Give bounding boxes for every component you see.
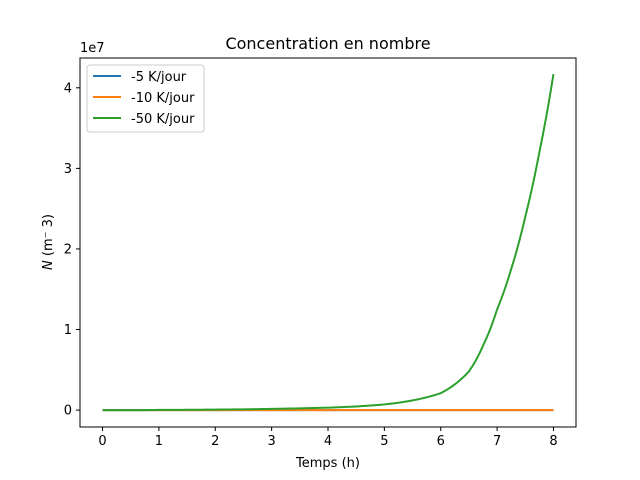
x-tick-label: 8 bbox=[549, 434, 557, 449]
y-axis-ticks: 0 1 2 3 4 bbox=[64, 81, 80, 419]
x-axis-ticks: 0 1 2 3 4 5 6 7 8 bbox=[98, 427, 558, 449]
x-axis-label: Temps (h) bbox=[295, 456, 360, 471]
x-tick-label: 1 bbox=[155, 434, 163, 449]
y-axis-label-symbol: N bbox=[41, 260, 56, 270]
y-tick-label: 4 bbox=[64, 81, 72, 96]
y-axis-label-unit: (m⁻ 3) bbox=[41, 214, 56, 260]
x-tick-label: 0 bbox=[98, 434, 106, 449]
legend-box bbox=[86, 64, 205, 133]
y-tick-label: 1 bbox=[64, 323, 72, 338]
y-tick-label: 0 bbox=[64, 404, 72, 419]
legend: -5 K/jour -10 K/jour -50 K/jour bbox=[86, 64, 205, 133]
legend-label-3: -50 K/jour bbox=[131, 112, 195, 127]
series-layer bbox=[102, 73, 555, 412]
x-tick-label: 7 bbox=[493, 434, 501, 449]
y-tick-label: 3 bbox=[64, 162, 72, 177]
legend-label-1: -5 K/jour bbox=[131, 70, 187, 85]
x-tick-label: 4 bbox=[324, 434, 332, 449]
y-tick-label: 2 bbox=[64, 242, 72, 257]
x-tick-label: 2 bbox=[211, 434, 219, 449]
x-tick-label: 5 bbox=[380, 434, 388, 449]
y-offset-text: 1e7 bbox=[80, 41, 105, 56]
x-tick-label: 3 bbox=[267, 434, 275, 449]
axes-frame bbox=[79, 57, 577, 428]
legend-label-2: -10 K/jour bbox=[131, 91, 195, 106]
series-line-3 bbox=[102, 73, 555, 412]
y-axis-label: N (m⁻ 3) bbox=[41, 214, 56, 270]
chart-title: Concentration en nombre bbox=[225, 34, 430, 53]
x-tick-label: 6 bbox=[437, 434, 445, 449]
